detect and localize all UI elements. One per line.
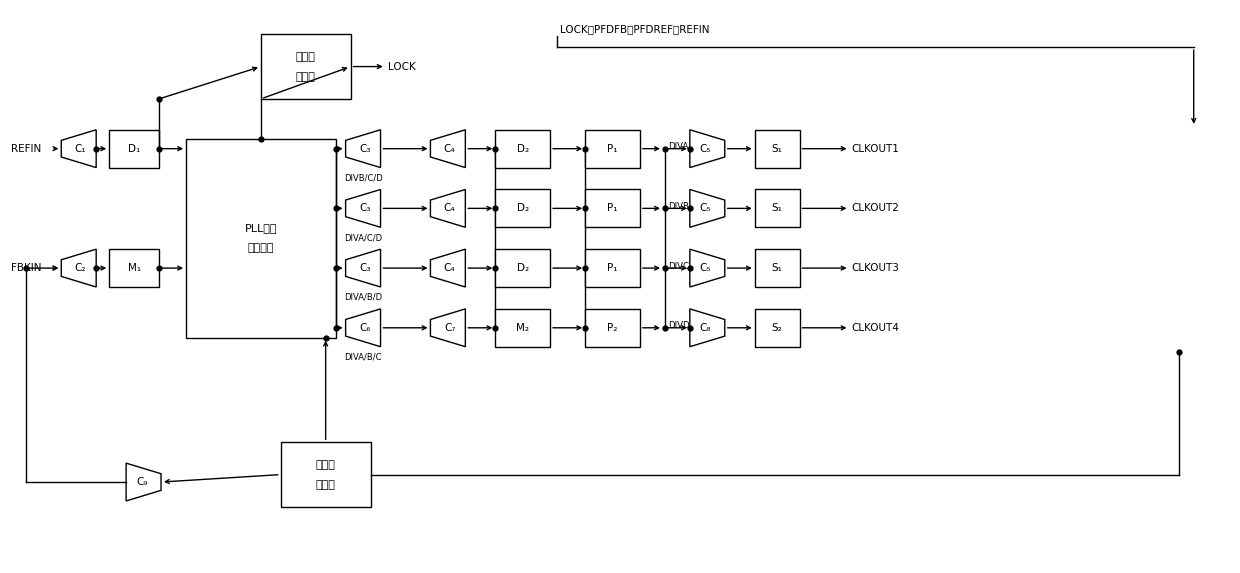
Bar (755, 129, 800, 167)
Text: DIVA/B/D: DIVA/B/D (343, 293, 382, 302)
Polygon shape (346, 190, 381, 227)
Text: P₁: P₁ (608, 144, 618, 154)
Text: D₁: D₁ (128, 144, 140, 154)
Text: LOCK、PFDFB、PFDREF、REFIN: LOCK、PFDFB、PFDREF、REFIN (560, 24, 709, 34)
Polygon shape (61, 129, 97, 167)
Text: C₇: C₇ (444, 323, 455, 333)
Text: PLL模拟: PLL模拟 (244, 223, 277, 233)
Text: P₂: P₂ (608, 323, 618, 333)
Polygon shape (61, 249, 97, 287)
Text: M₂: M₂ (516, 323, 529, 333)
Text: C₅: C₅ (699, 144, 712, 154)
Text: 测单元: 测单元 (296, 72, 316, 81)
Polygon shape (346, 309, 381, 347)
Text: C₆: C₆ (360, 323, 371, 333)
Text: S₁: S₁ (771, 263, 782, 273)
Text: D₂: D₂ (517, 203, 528, 213)
Bar (495, 129, 551, 167)
Text: 核心单元: 核心单元 (248, 243, 274, 253)
Bar (260, 34, 351, 99)
Text: C₂: C₂ (74, 263, 87, 273)
Text: D₂: D₂ (517, 144, 528, 154)
Text: FBKIN: FBKIN (11, 263, 42, 273)
Text: S₁: S₁ (771, 144, 782, 154)
Text: C₉: C₉ (136, 477, 148, 487)
Text: CLKOUT4: CLKOUT4 (852, 323, 899, 333)
Polygon shape (430, 249, 465, 287)
Text: S₁: S₁ (771, 203, 782, 213)
Polygon shape (689, 249, 724, 287)
Bar (585, 129, 640, 167)
Text: 制模块: 制模块 (316, 480, 336, 489)
Text: C₈: C₈ (699, 323, 712, 333)
Text: DIVC: DIVC (668, 262, 689, 270)
Text: C₃: C₃ (360, 144, 371, 154)
Text: C₄: C₄ (444, 203, 455, 213)
Text: C₃: C₃ (360, 263, 371, 273)
Polygon shape (689, 190, 724, 227)
Text: CLKOUT3: CLKOUT3 (852, 263, 899, 273)
Bar (109, 129, 159, 167)
Bar (585, 309, 640, 347)
Polygon shape (346, 249, 381, 287)
Text: CLKOUT2: CLKOUT2 (852, 203, 899, 213)
Bar (585, 249, 640, 287)
Text: C₅: C₅ (699, 263, 712, 273)
Text: DIVA/C/D: DIVA/C/D (343, 233, 382, 242)
Bar (755, 249, 800, 287)
Bar (186, 139, 336, 337)
Text: 失锁检: 失锁检 (296, 52, 316, 62)
Text: CLKOUT1: CLKOUT1 (852, 144, 899, 154)
Text: DIVA/B/C: DIVA/B/C (345, 352, 382, 362)
Bar (495, 249, 551, 287)
Polygon shape (126, 463, 161, 501)
Text: DIVA: DIVA (668, 142, 688, 151)
Text: C₁: C₁ (74, 144, 87, 154)
Bar (755, 309, 800, 347)
Bar (755, 190, 800, 227)
Bar (109, 249, 159, 287)
Polygon shape (689, 309, 724, 347)
Text: REFIN: REFIN (11, 144, 42, 154)
Polygon shape (430, 129, 465, 167)
Bar (495, 190, 551, 227)
Text: S₂: S₂ (771, 323, 782, 333)
Polygon shape (430, 190, 465, 227)
Text: D₂: D₂ (517, 263, 528, 273)
Text: C₅: C₅ (699, 203, 712, 213)
Text: LOCK: LOCK (388, 61, 415, 72)
Bar (585, 190, 640, 227)
Text: C₄: C₄ (444, 263, 455, 273)
Bar (495, 309, 551, 347)
Text: DIVB/C/D: DIVB/C/D (343, 174, 382, 183)
Text: C₃: C₃ (360, 203, 371, 213)
Text: P₁: P₁ (608, 263, 618, 273)
Text: 相位控: 相位控 (316, 460, 336, 470)
Bar (280, 442, 371, 507)
Polygon shape (430, 309, 465, 347)
Text: DIVB: DIVB (668, 202, 689, 211)
Text: C₄: C₄ (444, 144, 455, 154)
Polygon shape (346, 129, 381, 167)
Text: P₁: P₁ (608, 203, 618, 213)
Text: M₁: M₁ (128, 263, 140, 273)
Text: DIVD: DIVD (668, 321, 689, 330)
Polygon shape (689, 129, 724, 167)
